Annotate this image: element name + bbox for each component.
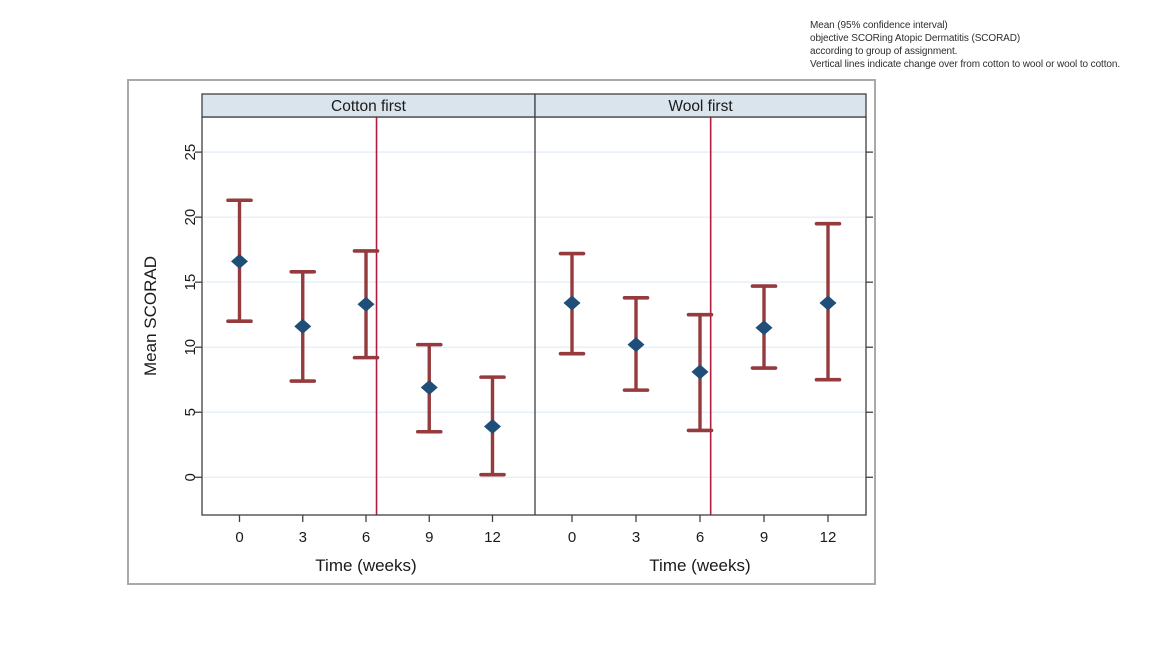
scorad-figure: Cotton first Wool first 0 5 10 15 20 25 0 3 6 9 12 Ti… bbox=[127, 79, 876, 585]
x-axis-title: Time (weeks) bbox=[315, 556, 416, 575]
ci-errorbar bbox=[289, 269, 317, 383]
y-tick-label: 25 bbox=[182, 144, 199, 161]
x-tick-label: 3 bbox=[632, 529, 640, 546]
ci-errorbar bbox=[558, 251, 586, 356]
figure-caption: Mean (95% confidence interval) objective… bbox=[810, 19, 1158, 71]
mean-marker bbox=[819, 295, 837, 311]
ci-errorbar bbox=[479, 375, 506, 477]
x-tick-label: 9 bbox=[425, 529, 433, 546]
x-tick-label: 6 bbox=[696, 529, 704, 546]
y-tick-label: 20 bbox=[182, 209, 199, 226]
y-tick-label: 15 bbox=[182, 274, 199, 291]
panel-header-label: Wool first bbox=[668, 98, 733, 115]
x-tick-label: 9 bbox=[760, 529, 768, 546]
ci-errorbar bbox=[750, 284, 778, 370]
ci-errorbar bbox=[352, 249, 380, 360]
scorad-chart: Cotton first Wool first 0 5 10 15 20 25 0 3 6 9 12 Ti… bbox=[141, 93, 873, 575]
x-tick-label: 0 bbox=[235, 529, 243, 546]
panel-header-label: Cotton first bbox=[331, 98, 407, 115]
x-tick-label: 12 bbox=[820, 529, 837, 546]
y-tick-label: 0 bbox=[182, 473, 199, 481]
caption-line: according to group of assignment. bbox=[810, 46, 958, 57]
y-tick-label: 5 bbox=[182, 408, 199, 416]
x-tick-label: 0 bbox=[568, 529, 576, 546]
x-tick-label: 3 bbox=[299, 529, 307, 546]
mean-marker bbox=[563, 295, 581, 311]
x-axis-title: Time (weeks) bbox=[649, 556, 750, 575]
y-tick-label: 10 bbox=[182, 339, 199, 356]
mean-marker bbox=[627, 337, 645, 353]
mean-marker bbox=[357, 296, 375, 312]
caption-line: Vertical lines indicate change over from… bbox=[810, 59, 1120, 70]
y-axis-title: Mean SCORAD bbox=[141, 256, 160, 376]
ci-errorbar bbox=[415, 342, 443, 434]
caption-line: objective SCORing Atopic Dermatitis (SCO… bbox=[810, 33, 1021, 44]
mean-marker bbox=[231, 253, 248, 269]
panel-header bbox=[534, 93, 867, 118]
mean-marker bbox=[420, 380, 438, 396]
mean-marker bbox=[483, 419, 501, 435]
ci-errorbar bbox=[814, 221, 842, 382]
x-tick-label: 6 bbox=[362, 529, 370, 546]
ci-errorbar bbox=[226, 198, 253, 324]
x-tick-label: 12 bbox=[484, 529, 501, 546]
ci-errorbar bbox=[622, 295, 650, 392]
caption-line: Mean (95% confidence interval) bbox=[810, 20, 948, 31]
mean-marker bbox=[755, 320, 773, 336]
mean-marker bbox=[691, 364, 709, 380]
mean-marker bbox=[294, 318, 312, 334]
ci-errorbar bbox=[686, 312, 714, 433]
